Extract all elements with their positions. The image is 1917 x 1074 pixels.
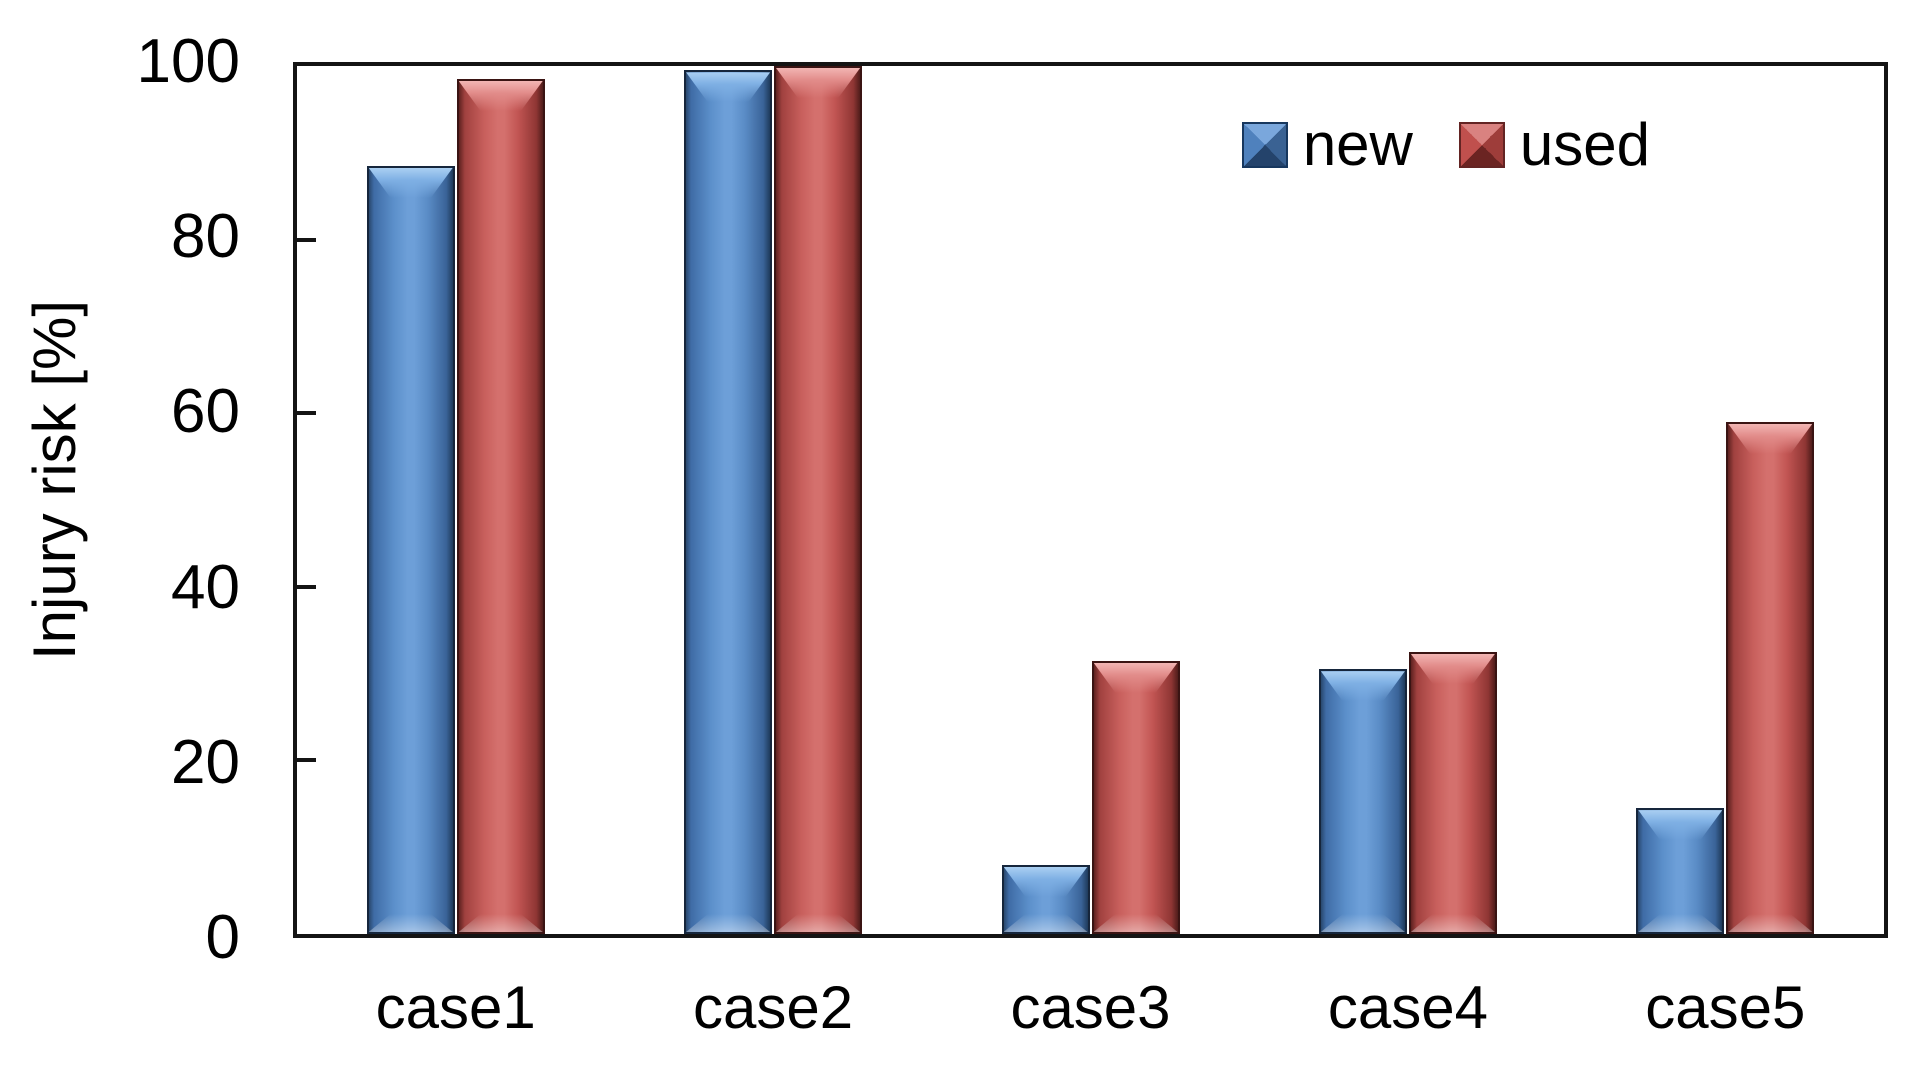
legend-marker-used bbox=[1458, 122, 1505, 168]
y-tick-label: 0 bbox=[205, 903, 240, 972]
y-tick-label: 80 bbox=[171, 202, 240, 272]
legend-label-new: new bbox=[1302, 111, 1413, 178]
y-axis-tick bbox=[297, 237, 316, 242]
legend-label-used: used bbox=[1519, 111, 1650, 178]
x-category-label: case5 bbox=[1645, 974, 1806, 1041]
bar-new-case3 bbox=[1001, 864, 1090, 934]
y-tick-label: 100 bbox=[136, 27, 240, 96]
y-axis-tick bbox=[297, 758, 316, 763]
legend: new used bbox=[1241, 111, 1650, 178]
x-category-label: case1 bbox=[375, 974, 536, 1041]
bar-new-case5 bbox=[1636, 808, 1725, 934]
y-axis-tick bbox=[297, 584, 316, 589]
bar-new-case1 bbox=[366, 165, 455, 934]
bar-new-case2 bbox=[684, 70, 773, 934]
y-tick-label: 60 bbox=[171, 377, 240, 447]
bar-used-case2 bbox=[774, 66, 863, 934]
bar-used-case5 bbox=[1726, 421, 1815, 934]
legend-entry-used: used bbox=[1458, 111, 1650, 178]
y-tick-label: 40 bbox=[171, 552, 240, 622]
legend-marker-new bbox=[1241, 122, 1288, 168]
legend-entry-new: new bbox=[1241, 111, 1413, 178]
x-category-label: case2 bbox=[693, 974, 854, 1041]
bar-used-case4 bbox=[1408, 651, 1497, 934]
plot-area: new used bbox=[293, 62, 1888, 938]
bar-new-case4 bbox=[1318, 669, 1407, 934]
x-category-label: case3 bbox=[1010, 974, 1171, 1041]
bar-used-case3 bbox=[1091, 660, 1180, 934]
bar-used-case1 bbox=[456, 79, 545, 934]
y-tick-label: 20 bbox=[171, 727, 240, 797]
x-category-label: case4 bbox=[1327, 974, 1488, 1041]
y-axis-tick bbox=[297, 411, 316, 416]
